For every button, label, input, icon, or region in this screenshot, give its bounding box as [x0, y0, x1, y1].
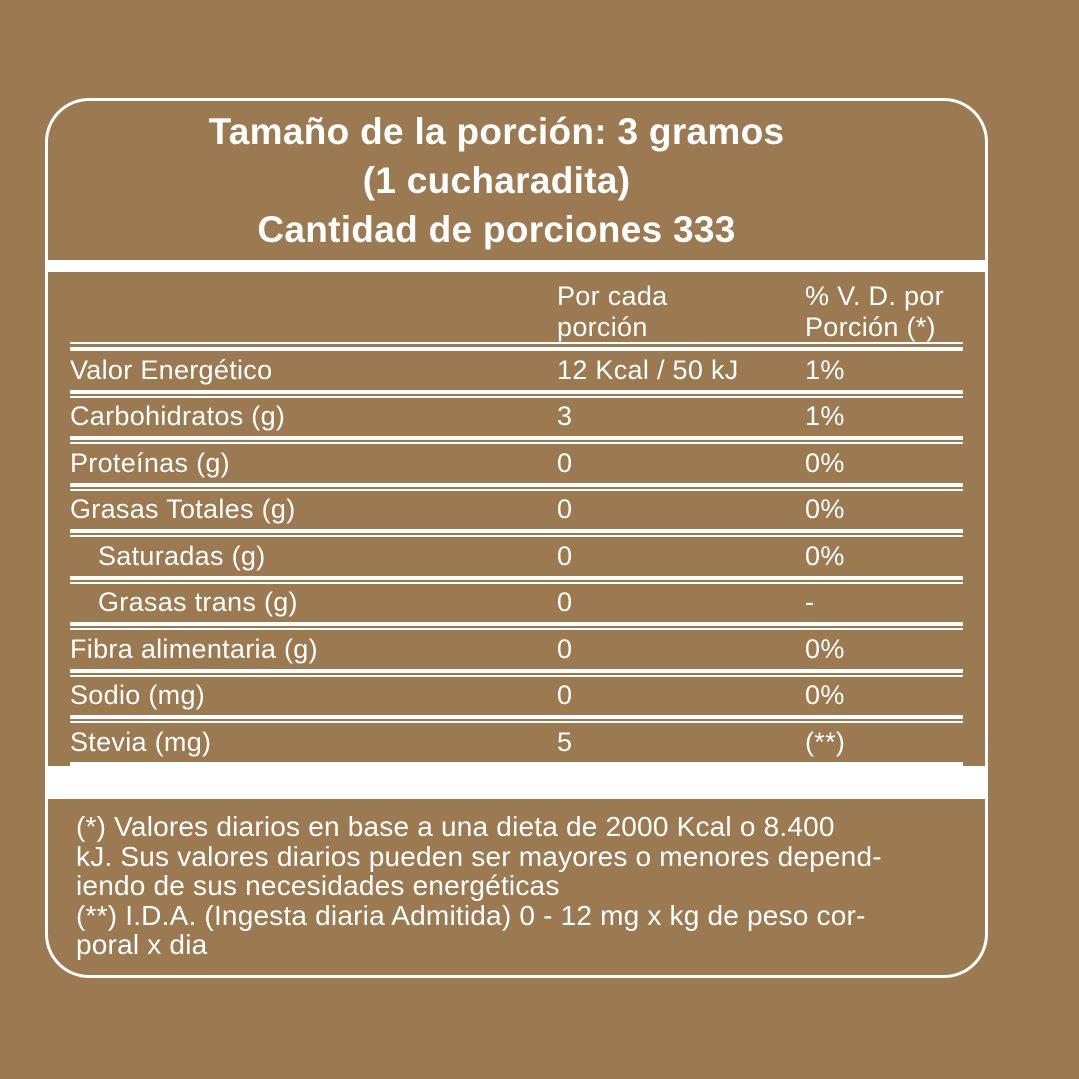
nutrient-daily-value: 0%	[805, 540, 845, 571]
nutrient-value: 0	[557, 680, 573, 711]
footnote-section: (*) Valores diarios en base a una dieta …	[48, 799, 985, 975]
footnote-line: (*) Valores diarios en base a una dieta …	[76, 811, 835, 842]
nutrient-row: Carbohidratos (g) 3 1%	[70, 398, 963, 437]
nutrient-daily-value: 0%	[805, 494, 845, 525]
nutrient-value: 12 Kcal / 50 kJ	[557, 354, 739, 385]
footnote-line: poral x dia	[76, 929, 208, 960]
row-divider	[70, 622, 963, 630]
nutrient-row: Fibra alimentaria (g) 0 0%	[70, 630, 963, 669]
nutrient-daily-value: 1%	[805, 354, 845, 385]
nutrition-facts-card: Tamaño de la porción: 3 gramos (1 cuchar…	[45, 98, 988, 978]
nutrient-daily-value: 1%	[805, 401, 845, 432]
footnote-line: iendo de sus necesidades energéticas	[76, 870, 560, 901]
nutrient-row: Stevia (mg) 5 (**)	[70, 723, 963, 762]
nutrient-value: 0	[557, 494, 573, 525]
servings-count-line: Cantidad de porciones 333	[257, 209, 736, 250]
nutrient-row: Proteínas (g) 0 0%	[70, 444, 963, 483]
row-divider	[70, 436, 963, 444]
row-divider	[70, 389, 963, 398]
nutrient-label: Grasas Totales (g)	[70, 494, 296, 525]
nutrient-label: Proteínas (g)	[70, 447, 230, 478]
nutrient-row: Grasas trans (g) 0 -	[70, 584, 963, 623]
nutrient-label: Saturadas (g)	[98, 540, 266, 571]
nutrient-value: 0	[557, 540, 573, 571]
nutrient-value: 3	[557, 401, 573, 432]
nutrient-label: Fibra alimentaria (g)	[70, 633, 318, 664]
footnote-separator-band	[48, 766, 985, 799]
nutrient-label: Grasas trans (g)	[98, 587, 298, 618]
serving-unit-line: (1 cucharadita)	[362, 160, 631, 201]
nutrient-value: 0	[557, 633, 573, 664]
row-divider	[70, 668, 963, 677]
row-divider	[70, 715, 963, 723]
nutrient-label: Stevia (mg)	[70, 726, 212, 757]
footnote-line: (**) I.D.A. (Ingesta diaria Admitida) 0 …	[76, 899, 866, 931]
serving-size-line: Tamaño de la porción: 3 gramos	[208, 111, 785, 152]
nutrient-row: Saturadas (g) 0 0%	[70, 537, 963, 576]
nutrition-table: Por cada porción % V. D. por Porción (*)…	[48, 272, 985, 766]
column-header-daily-value: % V. D. por Porción (*)	[805, 281, 944, 342]
table-column-headers: Por cada porción % V. D. por Porción (*)	[70, 272, 963, 342]
nutrient-value: 0	[557, 447, 573, 478]
nutrient-daily-value: 0%	[805, 680, 845, 711]
nutrient-value: 5	[557, 726, 573, 757]
header-separator-band	[48, 260, 985, 272]
nutrient-row: Sodio (mg) 0 0%	[70, 677, 963, 716]
serving-info-header: Tamaño de la porción: 3 gramos (1 cuchar…	[48, 101, 985, 260]
row-divider	[70, 529, 963, 537]
column-header-per-serving: Por cada porción	[557, 281, 668, 342]
row-divider	[70, 575, 963, 584]
nutrient-label: Valor Energético	[70, 354, 273, 385]
nutrient-daily-value: -	[805, 587, 815, 618]
nutrient-daily-value: 0%	[805, 633, 845, 664]
table-header-divider	[70, 342, 963, 351]
row-divider	[70, 482, 963, 491]
footnote-line: kJ. Sus valores diarios pueden ser mayor…	[76, 840, 882, 872]
nutrient-label: Sodio (mg)	[70, 680, 206, 711]
nutrient-daily-value: 0%	[805, 447, 845, 478]
nutrient-row: Valor Energético 12 Kcal / 50 kJ 1%	[70, 351, 963, 390]
column-header-spacer	[70, 281, 557, 343]
nutrient-row: Grasas Totales (g) 0 0%	[70, 491, 963, 530]
nutrient-label: Carbohidratos (g)	[70, 401, 286, 432]
nutrient-value: 0	[557, 587, 573, 618]
nutrient-daily-value: (**)	[805, 726, 846, 757]
table-bottom-divider	[70, 761, 963, 766]
